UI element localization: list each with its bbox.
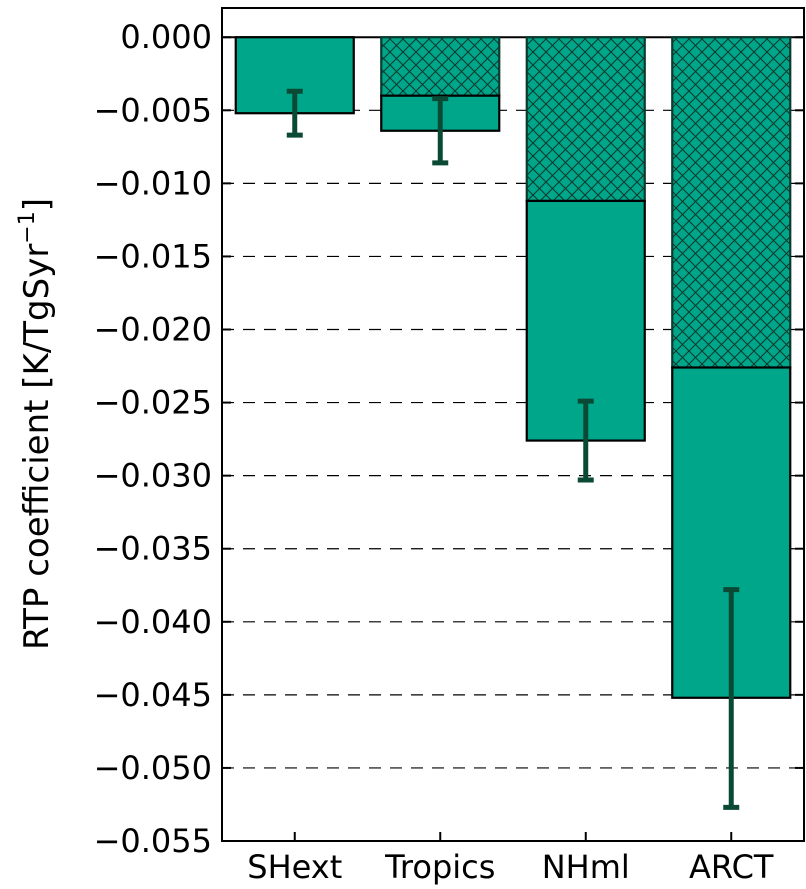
y-tick-label: −0.030 — [94, 457, 212, 495]
y-axis-label: RTP coefficient [K/TgSyr−1] — [15, 198, 57, 650]
y-tick-label: −0.045 — [94, 676, 212, 714]
y-tick-label: −0.035 — [94, 530, 212, 568]
x-tick-label: ARCT — [689, 848, 774, 886]
y-tick-label: −0.025 — [94, 384, 212, 422]
y-tick-label: −0.040 — [94, 603, 212, 641]
error-bar — [723, 587, 740, 810]
x-tick-label: SHext — [247, 848, 342, 886]
bar-segment-hatched — [380, 36, 501, 97]
y-axis-label-close: ] — [17, 198, 57, 211]
y-tick-label: −0.005 — [94, 91, 212, 129]
y-tick-label: −0.050 — [94, 749, 212, 787]
bars — [234, 36, 792, 699]
x-tick-label: Tropics — [384, 848, 495, 886]
y-axis-label-exponent: −1 — [15, 211, 40, 243]
error-bar — [286, 88, 303, 138]
y-tick-label: −0.010 — [94, 164, 212, 202]
y-tick-label: −0.020 — [94, 311, 212, 349]
x-tick-label: NHml — [542, 848, 630, 886]
bar-segment-hatched — [671, 36, 792, 369]
y-tick-label: 0.000 — [120, 18, 212, 56]
bar-segment-hatched — [525, 36, 646, 203]
y-tick-label: −0.055 — [94, 822, 212, 860]
plot-frame — [221, 7, 805, 842]
x-tick-labels: SHext Tropics NHml ARCT — [247, 832, 774, 886]
y-tick-label: −0.015 — [94, 237, 212, 275]
error-bar — [432, 96, 449, 166]
error-bar — [577, 398, 594, 483]
y-ticks: 0.000 −0.005 −0.010 −0.015 −0.020 −0.025 −0.03… — [94, 18, 804, 860]
error-bars — [286, 88, 740, 810]
